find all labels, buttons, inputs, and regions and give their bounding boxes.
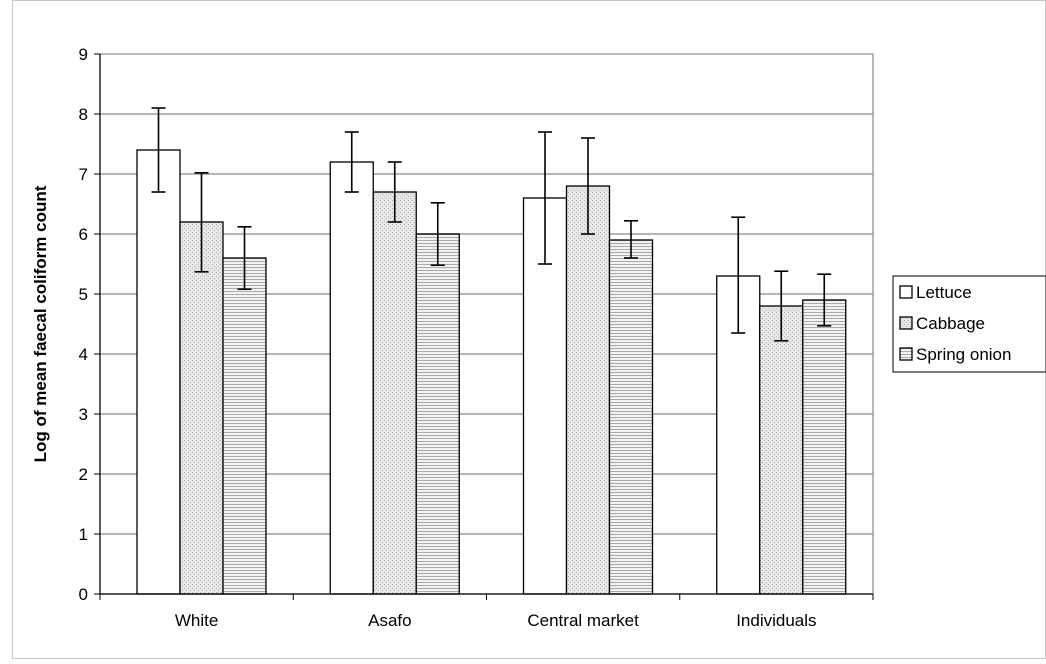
y-tick-label: 1 (79, 525, 88, 544)
bar-lettuce (329, 161, 374, 595)
legend-label-cabbage: Cabbage (916, 314, 985, 333)
bar-lettuce (136, 149, 181, 595)
legend-items: Lettuce Cabbage Spring onion (899, 283, 1011, 364)
legend-swatch-lettuce (899, 285, 913, 299)
bar-cabbage (759, 305, 804, 595)
bar-spring-onion (222, 257, 267, 595)
y-tick-label: 3 (79, 405, 88, 424)
legend-label-lettuce: Lettuce (916, 283, 972, 302)
bar-spring-onion (802, 299, 847, 595)
y-tick-label: 8 (79, 105, 88, 124)
y-tick-label: 6 (79, 225, 88, 244)
x-tick-labels: White Asafo Central market Individuals (175, 611, 817, 630)
x-tick-label: White (175, 611, 218, 630)
y-tick-label: 0 (79, 585, 88, 604)
bar-cabbage (565, 185, 611, 595)
legend-box (892, 275, 1046, 373)
y-tick-label: 4 (79, 345, 88, 364)
y-tick-label: 9 (79, 45, 88, 64)
legend-label-spring-onion: Spring onion (916, 345, 1011, 364)
x-tick-label: Asafo (368, 611, 411, 630)
y-tick-label: 7 (79, 165, 88, 184)
legend-swatch-spring-onion (899, 347, 913, 361)
error-bars (151, 107, 832, 342)
legend-swatch-cabbage (899, 316, 913, 330)
y-tick-labels: 0 1 2 3 4 5 6 7 8 9 (79, 45, 88, 604)
x-tick-label: Individuals (736, 611, 816, 630)
bar-cabbage (179, 221, 224, 595)
axes (94, 53, 874, 600)
y-axis-label: Log of mean faecal coliform count (31, 185, 50, 462)
x-tick-label: Central market (527, 611, 639, 630)
y-tick-label: 5 (79, 285, 88, 304)
bar-cabbage (372, 191, 417, 595)
y-tick-label: 2 (79, 465, 88, 484)
bar-spring-onion (608, 239, 654, 595)
bar-spring-onion (415, 233, 460, 595)
legend: Lettuce Cabbage Spring onion (892, 275, 1046, 373)
